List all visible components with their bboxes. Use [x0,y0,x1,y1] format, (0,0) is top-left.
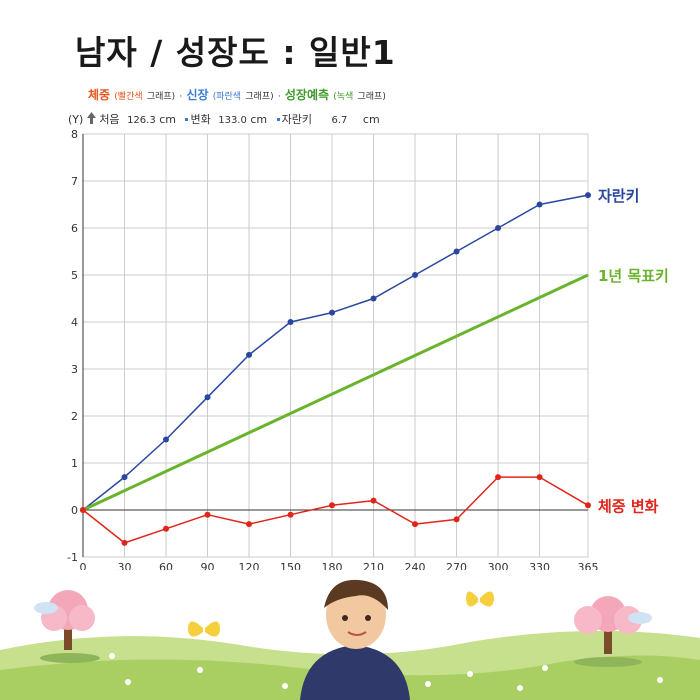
page-title: 남자 / 성장도 : 일반1 [75,33,396,72]
growth-value: 6.7 [331,115,348,126]
tree-left-icon [40,590,100,663]
y-tick-label: 6 [71,222,78,235]
y-tick-label: 5 [71,269,78,282]
legend-forecast: 성장예측 [284,88,330,102]
series-point-2 [287,511,294,518]
change-unit: cm [250,113,268,126]
series-point-0 [585,192,591,199]
butterfly-right-icon [466,591,494,607]
legend-weight-note: (빨간색 [114,92,143,102]
series-point-2 [329,502,336,509]
cloud-right-icon [628,612,652,624]
bullet-icon [185,118,189,121]
x-tick-label: 120 [239,561,260,570]
series-point-0 [329,309,336,316]
x-tick-label: 0 [80,561,87,570]
series-point-2 [536,474,543,481]
y-tick-label: 7 [71,175,78,188]
series-point-0 [412,272,419,278]
series-point-0 [246,351,253,358]
series-point-0 [204,394,211,401]
decorative-scene [0,579,700,700]
x-tick-label: 90 [201,561,215,570]
series-point-0 [287,319,294,325]
y-tick-label: 2 [71,410,78,423]
y-tick-label: 4 [71,316,78,329]
y-tick-label: 1 [71,457,78,470]
growth-info: (Y) 처음 126.3 cm 변화 133.0 cm 자란키 6.7 cm [68,111,380,127]
legend-weight: 체중 [88,88,111,102]
y-tick-label: 8 [71,128,78,141]
legend-forecast-note: (녹색 [333,92,354,102]
up-arrow-icon [86,112,96,124]
y-tick-label: -1 [67,551,78,564]
series-point-0 [495,225,502,231]
x-tick-label: 60 [159,561,173,570]
series-point-2 [370,497,377,504]
y-axis-label: (Y) [68,113,84,126]
x-tick-label: 300 [488,561,509,570]
legend-sep-2: · [277,92,281,102]
series-line-1 [82,273,589,512]
x-tick-label: 270 [446,561,467,570]
chart-legend: 체중 (빨간색 그래프) · 신장 (파란색 그래프) · 성장예측 (녹색 그… [88,86,386,103]
series-point-0 [536,201,543,208]
legend-sep-1: · [179,92,183,102]
series-point-0 [453,248,460,255]
flower-dots [109,653,663,691]
series-point-2 [412,521,419,528]
series-point-2 [585,502,591,509]
start-label: 처음 [99,113,120,126]
growth-chart: 0 30 60 90 120 150 180 210 240 270 300 330 365-10123… [67,128,669,570]
x-tick-label: 330 [529,561,550,570]
series-point-2 [80,507,86,513]
growth-unit: cm [362,113,380,126]
legend-height: 신장 [186,88,209,102]
start-unit: cm [159,113,176,126]
x-tick-label: 210 [363,561,384,570]
x-tick-label: 30 [118,561,132,570]
series-point-0 [121,474,128,481]
start-value: 126.3 [127,115,156,126]
y-tick-label: 0 [71,504,78,517]
series-label-0: 자란키 [598,187,639,205]
butterfly-left-icon [188,621,220,637]
legend-graph-2: 그래프) [245,92,274,102]
series-point-2 [204,511,211,518]
growth-label: 자란키 [281,113,312,126]
change-label: 변화 [190,113,211,126]
change-value: 133.0 [218,115,247,126]
series-point-2 [121,539,128,546]
series-point-0 [163,436,170,443]
x-tick-label: 240 [405,561,426,570]
series-point-2 [453,516,460,523]
boy-illustration-icon [300,579,410,700]
series-point-0 [370,295,377,302]
legend-height-note: (파란색 [212,92,242,102]
series-point-2 [495,474,502,481]
series-label-1: 1년 목표키 [598,267,669,285]
x-tick-label: 180 [322,561,343,570]
y-tick-label: 3 [71,363,78,376]
legend-graph-1: 그래프) [146,92,176,102]
series-label-2: 체중 변화 [598,497,659,515]
bullet-icon [276,118,280,121]
x-tick-label: 365 [578,561,599,570]
plot-area [82,133,589,558]
cloud-left-icon [34,602,58,614]
series-point-2 [246,521,253,528]
legend-graph-3: 그래프) [357,92,386,102]
x-tick-label: 150 [280,561,301,570]
series-point-2 [163,525,170,532]
